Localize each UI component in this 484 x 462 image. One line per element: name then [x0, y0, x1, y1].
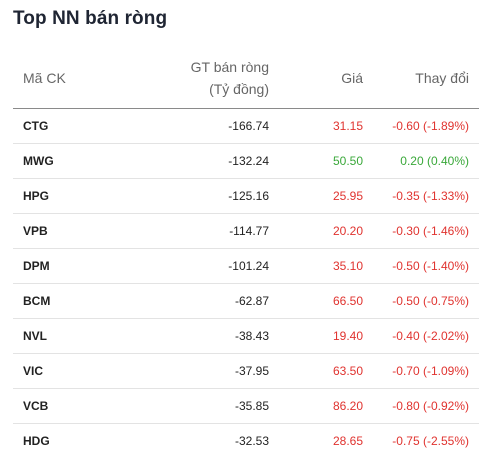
stock-code[interactable]: NVL — [13, 318, 113, 354]
column-header-change[interactable]: Thay đổi — [363, 48, 479, 109]
column-header-net-value-line1: GT bán ròng — [190, 59, 269, 75]
price-value: 28.65 — [332, 434, 363, 448]
net-sell-value: -32.53 — [234, 434, 269, 448]
table-row[interactable]: NVL -38.43 19.40 -0.40 (-2.02%) — [13, 318, 479, 354]
net-selling-table: Mã CK GT bán ròng (Tỷ đồng) Giá Thay đổi… — [13, 48, 479, 458]
table-row[interactable]: DPM -101.24 35.10 -0.50 (-1.40%) — [13, 248, 479, 284]
change-value: -0.50 (-1.40%) — [363, 248, 479, 284]
price-value: 63.50 — [269, 353, 363, 389]
net-sell-value: -35.85 — [113, 388, 269, 424]
price-value: 35.10 — [269, 248, 363, 284]
table-row[interactable]: HPG -125.16 25.95 -0.35 (-1.33%) — [13, 178, 479, 214]
stock-code[interactable]: HDG — [23, 434, 50, 448]
price-value: 19.40 — [269, 318, 363, 354]
change-value: -0.60 (-1.89%) — [363, 108, 479, 144]
table-row[interactable]: VPB -114.77 20.20 -0.30 (-1.46%) — [13, 213, 479, 249]
change-value: -0.50 (-0.75%) — [363, 283, 479, 319]
net-sell-value: -166.74 — [113, 108, 269, 144]
change-value: -0.80 (-0.92%) — [363, 388, 479, 424]
column-header-price[interactable]: Giá — [269, 48, 363, 109]
stock-code[interactable]: DPM — [13, 248, 113, 284]
price-value: 20.20 — [269, 213, 363, 249]
stock-code[interactable]: CTG — [13, 108, 113, 144]
change-value: -0.30 (-1.46%) — [363, 213, 479, 249]
net-sell-value: -132.24 — [113, 143, 269, 179]
widget-title: Top NN bán ròng — [13, 8, 168, 29]
stock-code[interactable]: VPB — [13, 213, 113, 249]
change-value: -0.40 (-2.02%) — [363, 318, 479, 354]
net-sell-value: -37.95 — [113, 353, 269, 389]
net-sell-value: -38.43 — [113, 318, 269, 354]
table-row[interactable]: CTG -166.74 31.15 -0.60 (-1.89%) — [13, 108, 479, 144]
change-value: 0.20 (0.40%) — [363, 143, 479, 179]
price-value: 25.95 — [269, 178, 363, 214]
column-header-net-value[interactable]: GT bán ròng (Tỷ đồng) — [113, 48, 269, 109]
net-sell-value: -114.77 — [113, 213, 269, 249]
table-row[interactable]: HDG -32.53 28.65 -0.75 (-2.55%) — [13, 424, 479, 459]
stock-code[interactable]: VIC — [13, 353, 113, 389]
price-value: 86.20 — [269, 388, 363, 424]
stock-code[interactable]: HPG — [13, 178, 113, 214]
net-sell-value: -101.24 — [113, 248, 269, 284]
table-row[interactable]: MWG -132.24 50.50 0.20 (0.40%) — [13, 143, 479, 179]
price-value: 31.15 — [269, 108, 363, 144]
table-header-row: Mã CK GT bán ròng (Tỷ đồng) Giá Thay đổi — [13, 48, 479, 109]
stock-code[interactable]: VCB — [13, 388, 113, 424]
column-header-code[interactable]: Mã CK — [13, 48, 113, 109]
net-sell-value: -62.87 — [113, 283, 269, 319]
price-value: 66.50 — [269, 283, 363, 319]
table-row[interactable]: VCB -35.85 86.20 -0.80 (-0.92%) — [13, 388, 479, 424]
change-value: -0.35 (-1.33%) — [363, 178, 479, 214]
table-row[interactable]: BCM -62.87 66.50 -0.50 (-0.75%) — [13, 283, 479, 319]
stock-code[interactable]: MWG — [13, 143, 113, 179]
change-value: -0.75 (-2.55%) — [392, 434, 469, 448]
net-sell-value: -125.16 — [113, 178, 269, 214]
stock-code[interactable]: BCM — [13, 283, 113, 319]
column-header-net-value-line2: (Tỷ đồng) — [209, 81, 269, 97]
price-value: 50.50 — [269, 143, 363, 179]
change-value: -0.70 (-1.09%) — [363, 353, 479, 389]
table-row[interactable]: VIC -37.95 63.50 -0.70 (-1.09%) — [13, 353, 479, 389]
